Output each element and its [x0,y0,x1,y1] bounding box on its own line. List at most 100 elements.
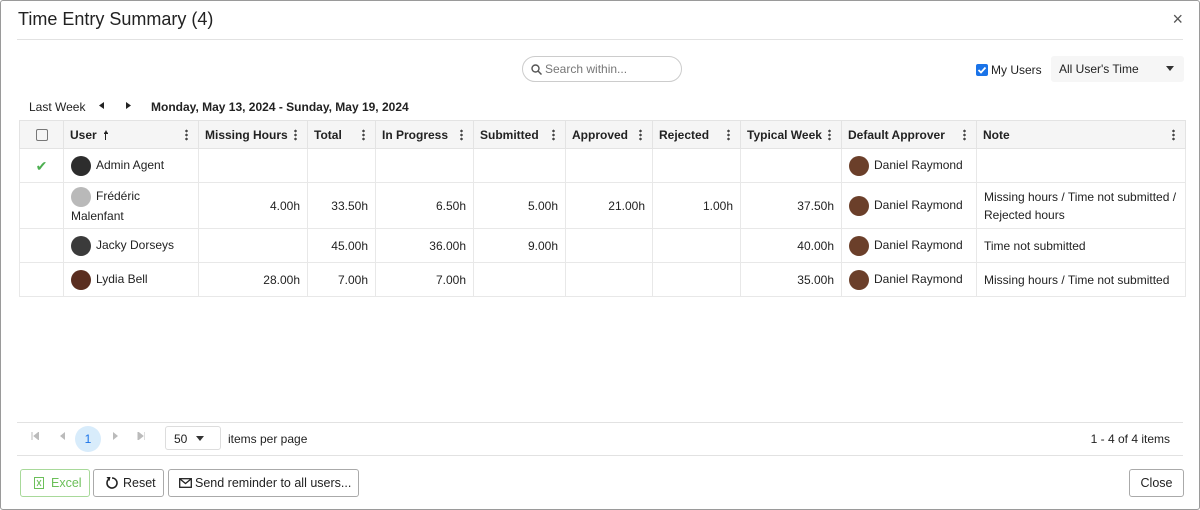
table-row: Frédéric Malenfant 4.00h 33.50h 6.50h 5.00h 2… [19,182,1186,229]
hours-cell: 21.00h [565,182,653,229]
approver-name: Daniel Raymond [874,271,963,286]
column-menu[interactable] [828,129,831,141]
column-header[interactable]: Missing Hours [198,120,308,149]
avatar [849,235,869,256]
approver-cell: Daniel Raymond [841,262,977,297]
search-icon [531,64,542,75]
hours-cell: 9.00h [473,228,566,263]
table-row: Lydia Bell 28.00h 7.00h 7.00h 35.00h Daniel R… [19,262,1186,297]
first-page[interactable] [31,432,39,440]
my-users-checkbox[interactable] [976,64,988,76]
date-range: Monday, May 13, 2024 - Sunday, May 19, 2… [151,100,409,114]
time-filter-dropdown[interactable]: All User's Time [1051,56,1184,82]
reminder-button[interactable]: Send reminder to all users... [168,469,359,497]
hours-cell: 7.00h [375,262,474,297]
pager: 1 50 items per page 1 - 4 of 4 items [19,426,1185,452]
my-users-label: My Users [991,63,1042,77]
column-header-label: User [70,127,97,142]
hours-cell [198,228,308,263]
hours-value: 6.50h [435,198,466,213]
thead: User Missing Hours Total In Progress Submitt… [19,120,1186,149]
mail-icon [179,478,192,488]
divider [17,455,1183,456]
column-menu[interactable] [727,129,730,141]
column-header[interactable]: Submitted [473,120,566,149]
reset-icon [106,477,118,489]
column-menu[interactable] [362,129,365,141]
hours-cell [565,262,653,297]
excel-icon [34,477,44,489]
prev-page[interactable] [59,432,67,440]
hours-value: 40.00h [797,238,834,253]
hours-cell [652,262,741,297]
hours-cell [652,148,741,183]
hours-value: 21.00h [608,198,645,213]
column-header-label: Submitted [480,127,539,142]
last-page[interactable] [137,432,145,440]
close-button[interactable]: Close [1129,469,1184,497]
user-cell: Jacky Dorseys [63,228,199,263]
column-menu[interactable] [639,129,642,141]
column-header-label: Typical Week [747,127,822,142]
user-name: Frédéric Malenfant [71,188,141,223]
column-header[interactable]: In Progress [375,120,474,149]
column-menu[interactable] [552,129,555,141]
note-cell: Time not submitted [976,228,1186,263]
column-header[interactable]: User [63,120,199,149]
note-cell [976,148,1186,183]
column-menu[interactable] [185,129,188,141]
column-header[interactable]: Total [307,120,376,149]
column-header-label: Total [314,127,342,142]
column-menu[interactable] [1172,129,1175,141]
current-page[interactable]: 1 [75,426,101,452]
hours-cell: 7.00h [307,262,376,297]
table-row: Jacky Dorseys 45.00h 36.00h 9.00h 40.00h Dani… [19,228,1186,263]
column-header-label: Default Approver [848,127,945,142]
approver-name: Daniel Raymond [874,197,963,212]
checkbox[interactable] [35,129,48,142]
page-size-label: items per page [228,432,308,446]
column-header[interactable]: Rejected [652,120,741,149]
hours-cell: 33.50h [307,182,376,229]
column-header[interactable]: Approved [565,120,653,149]
column-menu[interactable] [963,129,966,141]
hours-value: 36.00h [429,238,466,253]
column-menu[interactable] [294,129,297,141]
status-check: ✔ [35,157,48,174]
next-page[interactable] [112,432,120,440]
note-text: Missing hours / Time not submitted / Rej… [984,189,1177,222]
page-size: 50 [174,432,188,446]
button-label: Send reminder to all users... [195,476,352,490]
period-arrows[interactable] [98,102,138,110]
excel-button[interactable]: Excel [20,469,90,497]
period-label[interactable]: Last Week [29,100,86,114]
approver-name: Daniel Raymond [874,157,963,172]
column-header[interactable]: Note [976,120,1186,149]
hours-cell: 35.00h [740,262,842,297]
hours-cell: 40.00h [740,228,842,263]
hours-value: 7.00h [337,272,368,287]
column-header[interactable]: Typical Week [740,120,842,149]
close-icon[interactable]: × [1172,9,1183,29]
approver-cell: Daniel Raymond [841,228,977,263]
search-box[interactable]: Search within... [522,56,682,82]
page-size-dropdown[interactable]: 50 [165,426,221,450]
hours-value: 9.00h [527,238,558,253]
reset-button[interactable]: Reset [93,469,164,497]
note-text: Missing hours / Time not submitted [984,272,1170,287]
hours-value: 35.00h [797,272,834,287]
avatar [849,195,869,216]
user-cell: Frédéric Malenfant [63,182,199,229]
caret [196,436,204,441]
hours-cell: 5.00h [473,182,566,229]
column-header-label: Note [983,127,1010,142]
column-header[interactable]: Default Approver [841,120,977,149]
pager-summary: 1 - 4 of 4 items [1090,432,1170,446]
button-label: Reset [123,476,156,490]
approver-cell: Daniel Raymond [841,182,977,229]
column-menu[interactable] [460,129,463,141]
hours-cell [565,148,653,183]
hours-cell [375,148,474,183]
hours-cell: 45.00h [307,228,376,263]
